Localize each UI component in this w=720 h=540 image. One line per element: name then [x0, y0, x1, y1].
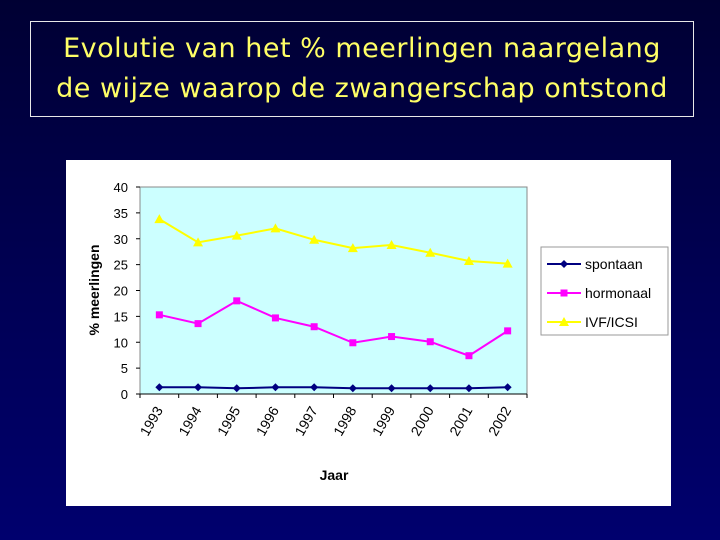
data-point-hormonaal: [155, 311, 163, 319]
data-point-spontaan: [310, 383, 319, 392]
data-point-ivf-icsi: [425, 247, 436, 257]
data-point-ivf-icsi: [193, 237, 204, 247]
data-point-hormonaal: [310, 323, 318, 331]
y-tick-label: 20: [114, 284, 128, 299]
series-layer: [154, 214, 513, 393]
y-tick-label: 35: [114, 206, 128, 221]
legend-items: spontaan hormonaal IVF/ICSI: [547, 256, 651, 330]
data-point-hormonaal: [349, 339, 357, 347]
series-line-ivf-icsi: [158, 218, 508, 265]
x-tick-label: 1997: [291, 403, 321, 438]
x-tick-label: 2002: [485, 403, 515, 438]
legend-entry-hormonaal: hormonaal: [547, 285, 651, 301]
y-tick-label: 40: [114, 180, 128, 195]
data-point-ivf-icsi: [270, 223, 281, 233]
series-ivf-icsi: [154, 214, 513, 268]
data-point-spontaan: [348, 384, 357, 393]
y-tick-label: 30: [114, 232, 128, 247]
chart-area: 0 5 10 15 20 25 30 35 40 1993 1994 1995 1996 1997 199…: [66, 160, 671, 506]
data-point-ivf-icsi: [463, 256, 474, 266]
data-point-hormonaal: [426, 338, 434, 346]
slide-title: Evolutie van het % meerlingen naargelang…: [30, 21, 694, 117]
y-tick-label: 15: [114, 309, 128, 324]
data-point-ivf-icsi: [309, 234, 320, 244]
x-tick-label: 1999: [369, 403, 399, 438]
x-tick-label: 1993: [137, 403, 167, 438]
series-line-hormonaal: [159, 299, 509, 357]
data-point-spontaan: [155, 383, 164, 392]
legend-entry-ivf-icsi: IVF/ICSI: [547, 314, 638, 330]
x-axis: 1993 1994 1995 1996 1997 1998 1999 2000 2001 2002: [137, 393, 528, 438]
slide-title-line-1: Evolutie van het % meerlingen naargelang: [63, 33, 661, 64]
data-point-ivf-icsi: [154, 214, 165, 224]
legend-label: IVF/ICSI: [585, 314, 638, 330]
x-axis-label: Jaar: [320, 467, 349, 483]
x-tick-label: 2000: [407, 403, 437, 438]
y-tick-label: 10: [114, 335, 128, 350]
y-tick-label: 5: [121, 361, 128, 376]
data-point-ivf-icsi: [231, 230, 242, 240]
data-point-spontaan: [194, 383, 203, 392]
x-tick-label: 1994: [175, 403, 205, 438]
legend-label: hormonaal: [585, 285, 651, 301]
y-axis: 0 5 10 15 20 25 30 35 40: [114, 180, 140, 402]
x-tick-label: 1998: [330, 403, 360, 438]
x-tick-label: 1996: [253, 403, 283, 438]
data-point-hormonaal: [388, 333, 396, 341]
x-tick-label: 1995: [214, 403, 244, 438]
data-point-spontaan: [464, 384, 473, 393]
data-point-ivf-icsi: [502, 258, 513, 268]
legend-label: spontaan: [585, 256, 643, 272]
legend-marker: [560, 289, 568, 297]
data-point-spontaan: [271, 383, 280, 392]
legend-marker: [559, 317, 569, 326]
data-point-hormonaal: [233, 297, 241, 305]
data-point-hormonaal: [194, 320, 202, 328]
data-point-spontaan: [387, 384, 396, 393]
data-point-spontaan: [232, 384, 241, 393]
data-point-spontaan: [426, 384, 435, 393]
series-hormonaal: [155, 297, 512, 360]
data-point-ivf-icsi: [386, 239, 397, 249]
x-tick-label: 2001: [446, 403, 476, 438]
slide-title-line-2: de wijze waarop de zwangerschap ontstond: [56, 73, 668, 104]
plot-area: [139, 186, 528, 395]
data-point-ivf-icsi: [347, 243, 358, 253]
y-tick-label: 0: [121, 387, 128, 402]
data-point-hormonaal: [504, 327, 512, 335]
y-axis-label: % meerlingen: [86, 244, 102, 335]
series-line-spontaan: [159, 386, 508, 390]
series-spontaan: [155, 383, 512, 393]
data-point-hormonaal: [271, 314, 279, 322]
data-point-spontaan: [503, 383, 512, 392]
legend-entry-spontaan: spontaan: [547, 256, 643, 272]
y-tick-label: 25: [114, 258, 128, 273]
legend-marker: [560, 260, 568, 268]
data-point-hormonaal: [465, 352, 473, 360]
